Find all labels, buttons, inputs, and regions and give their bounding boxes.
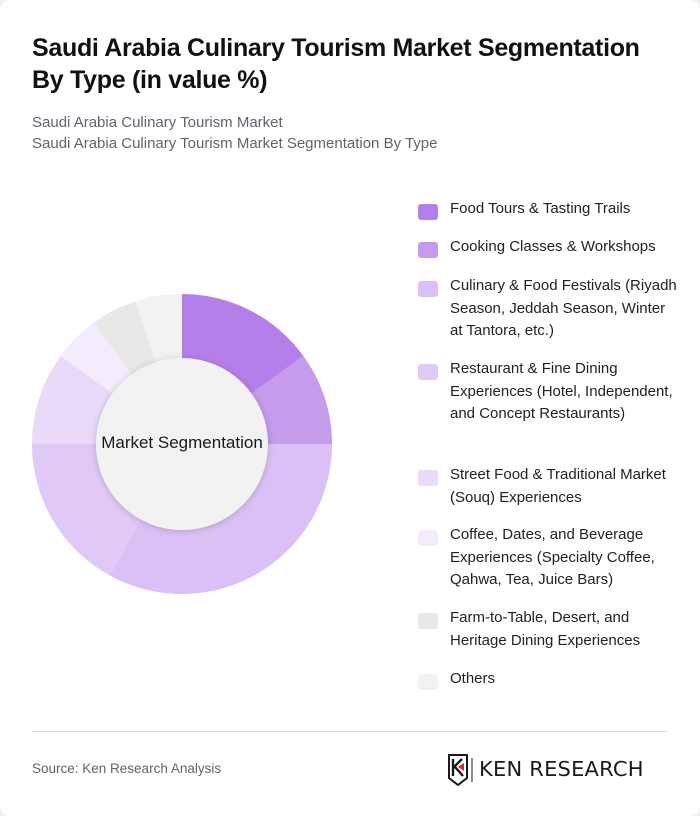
legend-swatch-icon [418,281,438,297]
legend-label: Food Tours & Tasting Trails [450,200,631,217]
legend-swatch-icon [418,613,438,629]
donut-chart: Market Segmentation [32,294,332,594]
ken-research-shield-icon [448,754,473,786]
footer-divider [32,731,668,732]
legend-swatch-icon [418,530,438,546]
legend-label: Restaurant & Fine Dining Experiences (Ho… [450,360,673,422]
legend-label: Culinary & Food Festivals (Riyadh Season… [450,277,677,339]
chart-title: Saudi Arabia Culinary Tourism Market Seg… [32,34,640,94]
legend-label: Others [450,670,496,687]
legend-swatch-icon [418,364,438,380]
legend-swatch-icon [418,242,438,258]
chart-subtitle-segmentation: Saudi Arabia Culinary Tourism Market Seg… [32,135,438,152]
donut-svg [32,294,332,594]
legend-swatch-icon [418,470,438,486]
chart-subtitle-market: Saudi Arabia Culinary Tourism Market [32,114,283,131]
ken-research-wordmark: KEN RESEARCH [479,757,644,781]
legend-label: Street Food & Traditional Market (Souq) … [450,466,666,506]
donut-hole [96,358,268,530]
legend-label: Coffee, Dates, and Beverage Experiences … [450,526,655,588]
ken-research-logo: KEN RESEARCH [447,754,669,786]
legend-label: Farm-to-Table, Desert, and Heritage Dini… [450,609,641,649]
legend-label: Cooking Classes & Workshops [450,238,656,255]
legend-swatch-icon [418,674,438,690]
legend-swatch-icon [418,204,438,220]
source-note: Source: Ken Research Analysis [32,761,222,776]
donut-center-label: Market Segmentation [101,433,263,452]
